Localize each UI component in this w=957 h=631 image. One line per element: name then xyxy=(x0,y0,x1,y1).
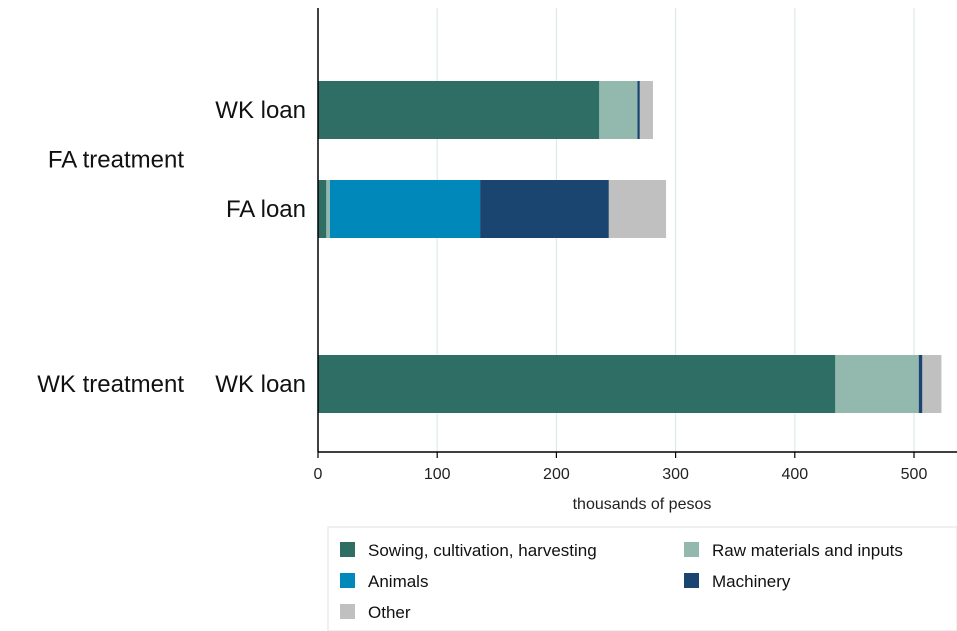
category-labels: WK loan FA loan WK loan xyxy=(215,97,306,398)
category-label: WK loan xyxy=(215,97,306,124)
category-label: FA loan xyxy=(226,196,306,223)
legend-label: Raw materials and inputs xyxy=(712,541,903,560)
bar-segment xyxy=(608,180,667,238)
bar-segment xyxy=(835,355,919,413)
group-labels: FA treatment WK treatment xyxy=(37,147,184,399)
legend-swatch xyxy=(684,573,699,588)
bar-segment xyxy=(922,355,942,413)
bar-segment xyxy=(599,81,638,139)
x-tick-label: 300 xyxy=(662,466,689,483)
bars xyxy=(318,81,942,413)
group-label: FA treatment xyxy=(48,147,184,174)
x-ticks: 0 100 200 300 400 500 xyxy=(314,452,928,483)
x-tick-label: 100 xyxy=(424,466,451,483)
category-label: WK loan xyxy=(215,371,306,398)
legend-label: Machinery xyxy=(712,572,791,591)
legend-label: Other xyxy=(368,603,411,622)
bar-segment xyxy=(329,180,481,238)
legend-swatch xyxy=(340,604,355,619)
x-axis-label: thousands of pesos xyxy=(573,496,712,513)
group-label: WK treatment xyxy=(37,371,184,398)
legend-box xyxy=(327,526,957,631)
bar-segment xyxy=(918,355,923,413)
bar-segment xyxy=(318,180,327,238)
legend-swatch xyxy=(340,542,355,557)
bar-segment xyxy=(318,81,600,139)
bar-segment xyxy=(480,180,609,238)
legend-label: Sowing, cultivation, harvesting xyxy=(368,541,597,560)
bar-segment xyxy=(639,81,653,139)
x-tick-label: 500 xyxy=(901,466,928,483)
x-tick-label: 400 xyxy=(781,466,808,483)
x-tick-label: 200 xyxy=(543,466,570,483)
bar-segment xyxy=(326,180,330,238)
legend: Sowing, cultivation, harvesting Raw mater… xyxy=(327,526,957,631)
bar-segment xyxy=(637,81,640,139)
legend-label: Animals xyxy=(368,572,428,591)
bar-segment xyxy=(318,355,836,413)
legend-swatch xyxy=(684,542,699,557)
legend-swatch xyxy=(340,573,355,588)
x-tick-label: 0 xyxy=(314,466,323,483)
